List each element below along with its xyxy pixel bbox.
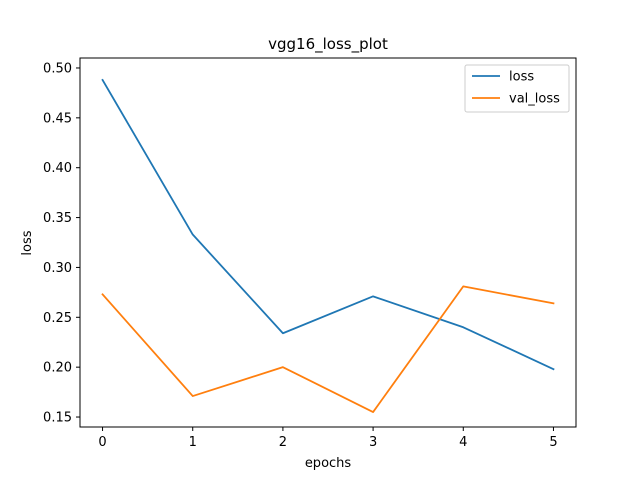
chart-title: vgg16_loss_plot: [268, 35, 388, 54]
legend-label-loss: loss: [509, 70, 534, 85]
y-tick-label: 0.35: [43, 211, 72, 226]
y-axis-ticks: 0.15 0.20 0.25 0.30 0.35 0.40 0.45 0.50: [43, 61, 80, 426]
series-line-val-loss: [101, 285, 555, 413]
x-tick-label: 4: [459, 435, 467, 450]
series-line-loss: [101, 78, 555, 371]
y-tick-label: 0.15: [43, 411, 72, 426]
x-axis-label: epochs: [305, 456, 352, 471]
y-tick-label: 0.25: [43, 311, 72, 326]
y-tick-label: 0.45: [43, 111, 72, 126]
legend-label-val-loss: val_loss: [509, 92, 560, 107]
series-layer: [101, 78, 555, 413]
y-tick-label: 0.40: [43, 161, 72, 176]
x-tick-label: 3: [369, 435, 377, 450]
x-axis-ticks: 0 1 2 3 4 5: [98, 427, 558, 450]
y-axis-label: loss: [20, 230, 35, 255]
y-tick-label: 0.30: [43, 261, 72, 276]
y-tick-label: 0.50: [43, 61, 72, 76]
x-tick-label: 0: [98, 435, 106, 450]
y-tick-label: 0.20: [43, 361, 72, 376]
legend: loss val_loss: [464, 64, 570, 113]
x-tick-label: 1: [189, 435, 197, 450]
x-tick-label: 5: [549, 435, 557, 450]
x-tick-label: 2: [279, 435, 287, 450]
plot-frame: [79, 57, 577, 428]
